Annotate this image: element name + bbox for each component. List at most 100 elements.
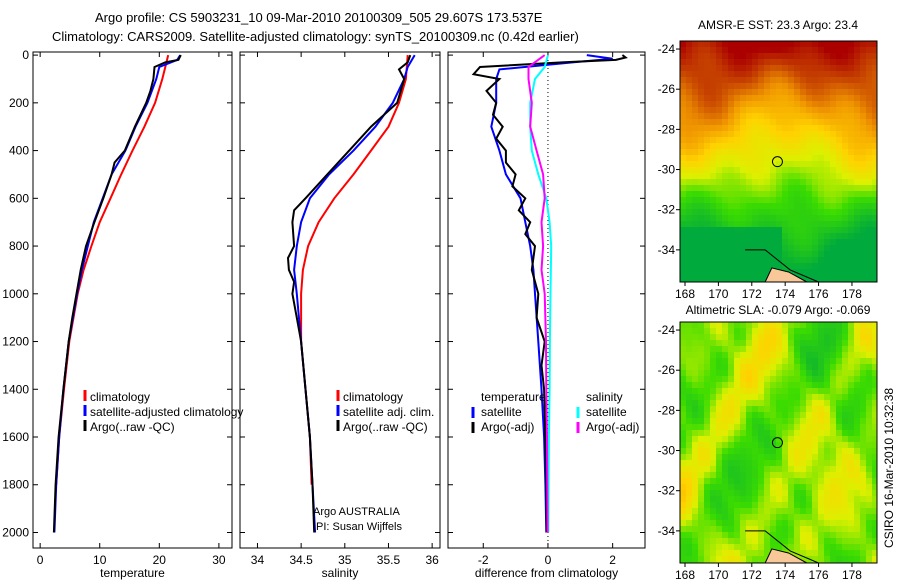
map-cell (800, 89, 806, 95)
map-cell (848, 95, 854, 101)
map-cell (842, 137, 848, 143)
map-cell (788, 185, 794, 191)
map-cell (746, 197, 752, 203)
map-cell (710, 328, 716, 334)
map-cell (812, 245, 818, 251)
map-cell (794, 448, 800, 454)
map-cell (866, 53, 872, 59)
map-cell (686, 155, 692, 161)
map-cell (692, 388, 698, 394)
lat-tick-label: -28 (658, 403, 676, 417)
map-cell (848, 245, 854, 251)
map-cell (698, 107, 704, 113)
map-cell (872, 334, 877, 340)
map-cell (812, 71, 818, 77)
map-cell (788, 442, 794, 448)
map-cell (722, 490, 728, 496)
map-cell (794, 526, 800, 532)
map-cell (680, 400, 686, 406)
map-cell (812, 478, 818, 484)
map-cell (764, 209, 770, 215)
coastline (745, 249, 819, 283)
map-cell (752, 556, 758, 562)
map-cell (854, 544, 860, 550)
map-cell (764, 496, 770, 502)
map-cell (776, 526, 782, 532)
map-cell (734, 233, 740, 239)
map-cell (824, 322, 830, 328)
map-cell (836, 340, 842, 346)
map-cell (746, 221, 752, 227)
map-cell (758, 245, 764, 251)
lat-tick-label: -32 (658, 203, 676, 217)
map-cell (848, 514, 854, 520)
map-cell (752, 161, 758, 167)
map-cell (794, 179, 800, 185)
map-cell (734, 448, 740, 454)
map-cell (782, 101, 788, 107)
map-cell (704, 358, 710, 364)
map-cell (842, 203, 848, 209)
map-cell (818, 460, 824, 466)
map-cell (776, 227, 782, 233)
map-cell (740, 532, 746, 538)
map-cell (788, 418, 794, 424)
map-cell (800, 556, 806, 562)
map-cell (800, 191, 806, 197)
map-cell (842, 526, 848, 532)
map-cell (842, 125, 848, 131)
map-cell (842, 197, 848, 203)
map-cell (752, 448, 758, 454)
y-tick-label: 800 (9, 239, 29, 253)
map-cell (812, 532, 818, 538)
map-cell (806, 65, 812, 71)
map-cell (722, 119, 728, 125)
map-cell (734, 538, 740, 544)
map-cell (686, 400, 692, 406)
map-cell (752, 215, 758, 221)
map-cell (806, 179, 812, 185)
map-cell (728, 472, 734, 478)
map-cell (776, 47, 782, 53)
map-cell (830, 65, 836, 71)
map-cell (824, 59, 830, 65)
map-cell (806, 263, 812, 269)
map-cell (680, 364, 686, 370)
map-cell (710, 550, 716, 556)
map-cell (752, 424, 758, 430)
map-cell (716, 340, 722, 346)
map-cell (800, 239, 806, 245)
map-cell (740, 77, 746, 83)
map-cell (854, 245, 860, 251)
map-cell (770, 227, 776, 233)
map-cell (824, 400, 830, 406)
map-cell (860, 364, 866, 370)
map-cell (860, 430, 866, 436)
map-cell (830, 203, 836, 209)
map-cell (722, 358, 728, 364)
map-cell (764, 101, 770, 107)
map-cell (830, 197, 836, 203)
map-cell (722, 173, 728, 179)
map-cell (740, 460, 746, 466)
map-cell (698, 179, 704, 185)
map-cell (818, 382, 824, 388)
map-cell (860, 538, 866, 544)
map-cell (854, 556, 860, 562)
map-cell (698, 382, 704, 388)
map-cell (680, 191, 686, 197)
map-cell (704, 382, 710, 388)
map-cell (842, 65, 848, 71)
map-cell (770, 77, 776, 83)
map-cell (830, 412, 836, 418)
map-cell (764, 364, 770, 370)
map-cell (806, 251, 812, 257)
map-cell (698, 251, 704, 257)
map-cell (812, 370, 818, 376)
map-cell (740, 484, 746, 490)
map-cell (728, 364, 734, 370)
map-cell (740, 514, 746, 520)
map-cell (776, 334, 782, 340)
map-cell (686, 191, 692, 197)
map-cell (764, 227, 770, 233)
